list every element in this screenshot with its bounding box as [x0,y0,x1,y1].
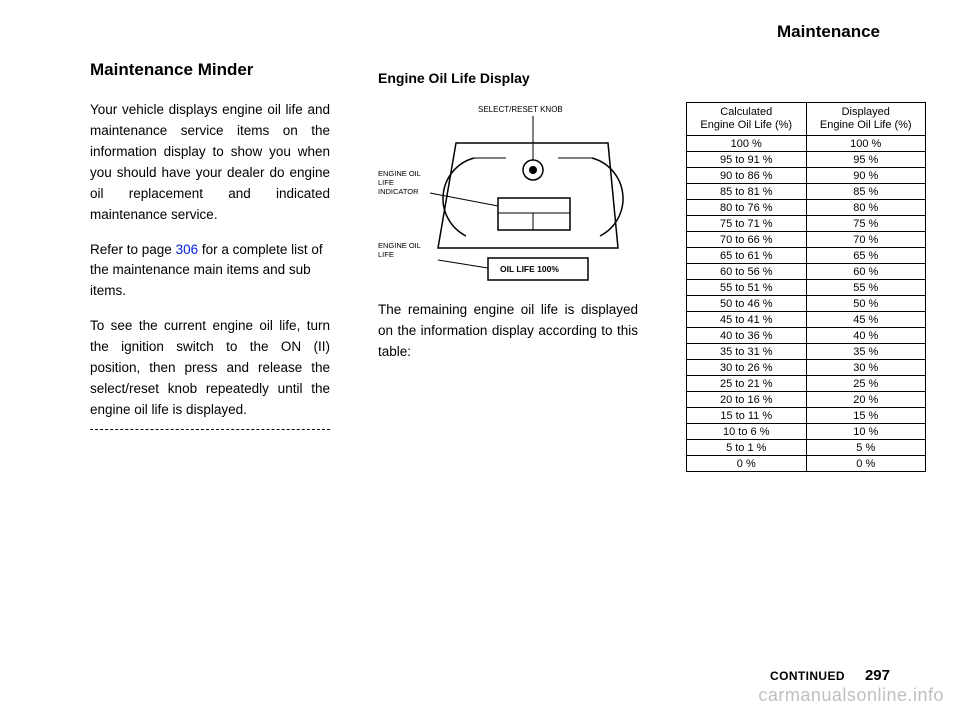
table-row: 90 to 86 %90 % [687,168,926,184]
table-row: 35 to 31 %35 % [687,344,926,360]
table-cell: 60 to 56 % [687,264,807,280]
table-row: 50 to 46 %50 % [687,296,926,312]
table-row: 65 to 61 %65 % [687,248,926,264]
table-row: 60 to 56 %60 % [687,264,926,280]
table-cell: 15 % [806,408,926,424]
table-cell: 70 % [806,232,926,248]
table-cell: 65 % [806,248,926,264]
middle-column: Engine Oil Life Display [378,60,638,472]
table-cell: 5 to 1 % [687,440,807,456]
diagram-title: Engine Oil Life Display [378,70,638,86]
table-cell: 30 to 26 % [687,360,807,376]
table-row: 75 to 71 %75 % [687,216,926,232]
table-cell: 100 % [687,136,807,152]
section-title-left: Maintenance Minder [90,60,330,80]
table-cell: 75 to 71 % [687,216,807,232]
para-left-2: Refer to page 306 for a complete list of… [90,240,330,303]
svg-text:ENGINE OIL LIFE: ENGINE OIL LIFE [378,241,423,259]
table-cell: 85 to 81 % [687,184,807,200]
table-row: 95 to 91 %95 % [687,152,926,168]
table-row: 45 to 41 %45 % [687,312,926,328]
table-cell: 80 % [806,200,926,216]
table-cell: 60 % [806,264,926,280]
table-row: 30 to 26 %30 % [687,360,926,376]
table-cell: 55 to 51 % [687,280,807,296]
table-cell: 45 % [806,312,926,328]
left-column: Maintenance Minder Your vehicle displays… [90,60,330,472]
table-cell: 50 to 46 % [687,296,807,312]
table-cell: 70 to 66 % [687,232,807,248]
para-left-3: To see the current engine oil life, turn… [90,316,330,421]
table-cell: 85 % [806,184,926,200]
table-row: 10 to 6 %10 % [687,424,926,440]
table-cell: 95 to 91 % [687,152,807,168]
table-row: 40 to 36 %40 % [687,328,926,344]
footer: CONTINUED 297 [770,667,890,684]
para-left-2-text: Refer to page [90,242,176,257]
svg-text:OIL LIFE 100%: OIL LIFE 100% [500,264,559,274]
table-row: 0 %0 % [687,456,926,472]
table-cell: 55 % [806,280,926,296]
right-column: CalculatedEngine Oil Life (%) DisplayedE… [686,60,926,472]
table-row: 5 to 1 %5 % [687,440,926,456]
table-row: 20 to 16 %20 % [687,392,926,408]
th-displayed: DisplayedEngine Oil Life (%) [806,103,926,136]
svg-text:SELECT/RESET KNOB: SELECT/RESET KNOB [478,105,563,114]
svg-text:ENGINE OIL LIFE: ENGINE OIL LIFE INDICATOR [378,169,423,196]
table-row: 85 to 81 %85 % [687,184,926,200]
page-header: Maintenance [777,22,880,42]
table-cell: 65 to 61 % [687,248,807,264]
table-cell: 40 to 36 % [687,328,807,344]
table-cell: 95 % [806,152,926,168]
para-left-1: Your vehicle displays engine oil life an… [90,100,330,226]
table-cell: 10 % [806,424,926,440]
th-calculated: CalculatedEngine Oil Life (%) [687,103,807,136]
table-cell: 0 % [806,456,926,472]
table-row: 100 %100 % [687,136,926,152]
table-cell: 35 % [806,344,926,360]
table-cell: 35 to 31 % [687,344,807,360]
table-cell: 75 % [806,216,926,232]
table-cell: 20 to 16 % [687,392,807,408]
table-cell: 5 % [806,440,926,456]
watermark: carmanualsonline.info [758,685,944,706]
table-cell: 25 % [806,376,926,392]
table-row: 25 to 21 %25 % [687,376,926,392]
table-cell: 90 to 86 % [687,168,807,184]
table-row: 15 to 11 %15 % [687,408,926,424]
table-cell: 40 % [806,328,926,344]
table-row: 80 to 76 %80 % [687,200,926,216]
table-cell: 50 % [806,296,926,312]
table-cell: 90 % [806,168,926,184]
table-cell: 10 to 6 % [687,424,807,440]
table-row: 55 to 51 %55 % [687,280,926,296]
table-cell: 0 % [687,456,807,472]
table-cell: 100 % [806,136,926,152]
table-cell: 45 to 41 % [687,312,807,328]
page-ref-link[interactable]: 306 [176,242,199,257]
continued-label: CONTINUED [770,669,845,683]
para-mid-1: The remaining engine oil life is display… [378,300,638,363]
table-cell: 80 to 76 % [687,200,807,216]
table-cell: 25 to 21 % [687,376,807,392]
table-row: 70 to 66 %70 % [687,232,926,248]
table-cell: 20 % [806,392,926,408]
instrument-diagram: SELECT/RESET KNOB ENGINE OIL LIFE INDICA… [378,98,628,288]
table-cell: 30 % [806,360,926,376]
table-cell: 15 to 11 % [687,408,807,424]
oil-life-table: CalculatedEngine Oil Life (%) DisplayedE… [686,102,926,472]
page-number: 297 [865,667,890,684]
